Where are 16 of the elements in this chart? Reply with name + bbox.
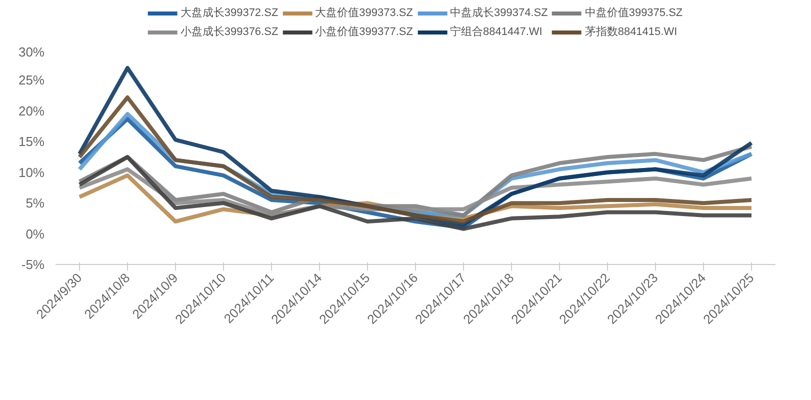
y-tick-label: 30% [18, 44, 45, 60]
legend-label: 中盘成长399374.SZ [450, 6, 548, 20]
y-tick-label: 20% [18, 103, 45, 118]
legend-label: 大盘成长399372.SZ [180, 6, 278, 20]
legend-label: 小盘成长399376.SZ [180, 25, 278, 39]
y-tick-label: 0% [26, 226, 45, 242]
y-tick-label: 5% [26, 196, 45, 211]
legend-label: 宁组合8841447.WI [450, 24, 542, 39]
y-tick-label: 25% [18, 72, 45, 88]
y-tick-label: -5% [21, 257, 45, 272]
y-tick-label: 10% [18, 164, 45, 180]
legend-label: 小盘价值399377.SZ [315, 25, 413, 39]
legend-label: 中盘价值399375.SZ [584, 6, 683, 20]
y-tick-label: 15% [18, 134, 45, 150]
legend-label: 茅指数8841415.WI [584, 24, 678, 39]
legend-label: 大盘价值399373.SZ [315, 6, 413, 20]
